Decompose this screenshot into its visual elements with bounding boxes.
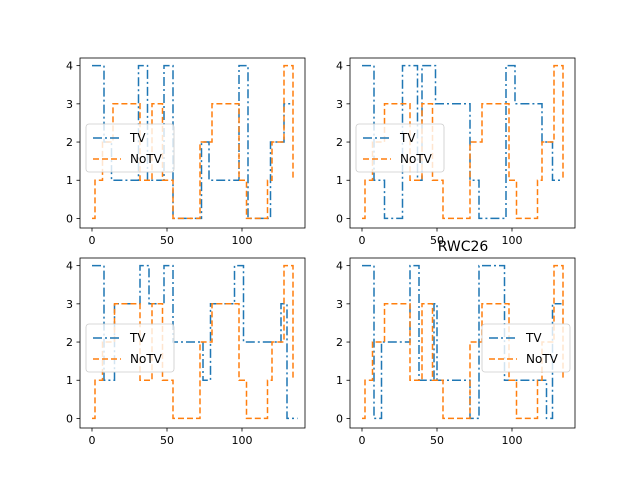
y-tick-label: 1 [66, 174, 73, 187]
axes-frame [349, 57, 576, 229]
y-tick-label: 4 [336, 60, 343, 73]
legend-box [85, 123, 175, 173]
x-tick-label: 100 [232, 434, 253, 447]
series-line-notv [92, 264, 294, 420]
legend-label-notv: NoTV [130, 152, 163, 166]
x-tick-label: 0 [359, 434, 366, 447]
subplot-top-left: 0 50 100 0 1 2 3 4 TV NoTV [66, 57, 306, 247]
series-line-tv [92, 64, 293, 220]
y-tick-label: 1 [336, 174, 343, 187]
y-tick-label: 0 [336, 412, 343, 425]
x-tick-label: 50 [160, 434, 174, 447]
legend-label-tv: TV [399, 131, 416, 145]
y-tick-label: 0 [66, 212, 73, 225]
y-tick-label: 3 [336, 98, 343, 111]
y-tick-label: 4 [336, 260, 343, 273]
x-tick-label: 100 [502, 234, 523, 247]
y-tick-label: 3 [66, 98, 73, 111]
subplot-top-right: 0 50 100 0 1 2 3 4 TV NoTV [336, 57, 576, 247]
legend-label-notv: NoTV [400, 152, 433, 166]
legend: TV NoTV [481, 323, 571, 373]
legend: TV NoTV [355, 123, 445, 173]
legend: TV NoTV [85, 323, 175, 373]
x-tick-label: 100 [232, 234, 253, 247]
y-tick-label: 1 [66, 374, 73, 387]
series-line-tv [362, 64, 563, 220]
y-tick-label: 3 [336, 298, 343, 311]
legend-box [481, 323, 571, 373]
y-tick-label: 2 [336, 336, 343, 349]
y-tick-label: 2 [66, 136, 73, 149]
legend-box [85, 323, 175, 373]
y-tick-label: 2 [336, 136, 343, 149]
legend-label-notv: NoTV [526, 352, 559, 366]
subplot-annotation: RWC26 [438, 239, 489, 255]
y-tick-label: 3 [66, 298, 73, 311]
axes-frame [79, 257, 306, 429]
series-line-notv [362, 264, 564, 420]
legend-label-tv: TV [525, 331, 542, 345]
axes-frame [79, 57, 306, 229]
x-tick-label: 0 [89, 434, 96, 447]
legend-label-notv: NoTV [130, 352, 163, 366]
series-line-notv [92, 64, 294, 220]
y-tick-label: 0 [66, 412, 73, 425]
x-tick-label: 50 [160, 234, 174, 247]
y-tick-label: 1 [336, 374, 343, 387]
x-tick-label: 0 [89, 234, 96, 247]
x-tick-label: 100 [502, 434, 523, 447]
y-tick-label: 2 [66, 336, 73, 349]
legend-label-tv: TV [129, 331, 146, 345]
legend-label-tv: TV [129, 131, 146, 145]
legend: TV NoTV [85, 123, 175, 173]
subplot-bottom-left: 0 50 100 0 1 2 3 4 TV NoTV [66, 257, 306, 447]
y-tick-label: 0 [336, 212, 343, 225]
legend-box [355, 123, 445, 173]
series-line-notv [362, 64, 564, 220]
x-tick-label: 50 [430, 434, 444, 447]
series-line-tv [92, 264, 298, 420]
axes-frame [349, 257, 576, 429]
x-tick-label: 50 [430, 234, 444, 247]
subplot-bottom-right: 0 50 100 0 1 2 3 4 TV NoTV [336, 257, 576, 447]
y-tick-label: 4 [66, 260, 73, 273]
x-tick-label: 0 [359, 234, 366, 247]
y-tick-label: 4 [66, 60, 73, 73]
